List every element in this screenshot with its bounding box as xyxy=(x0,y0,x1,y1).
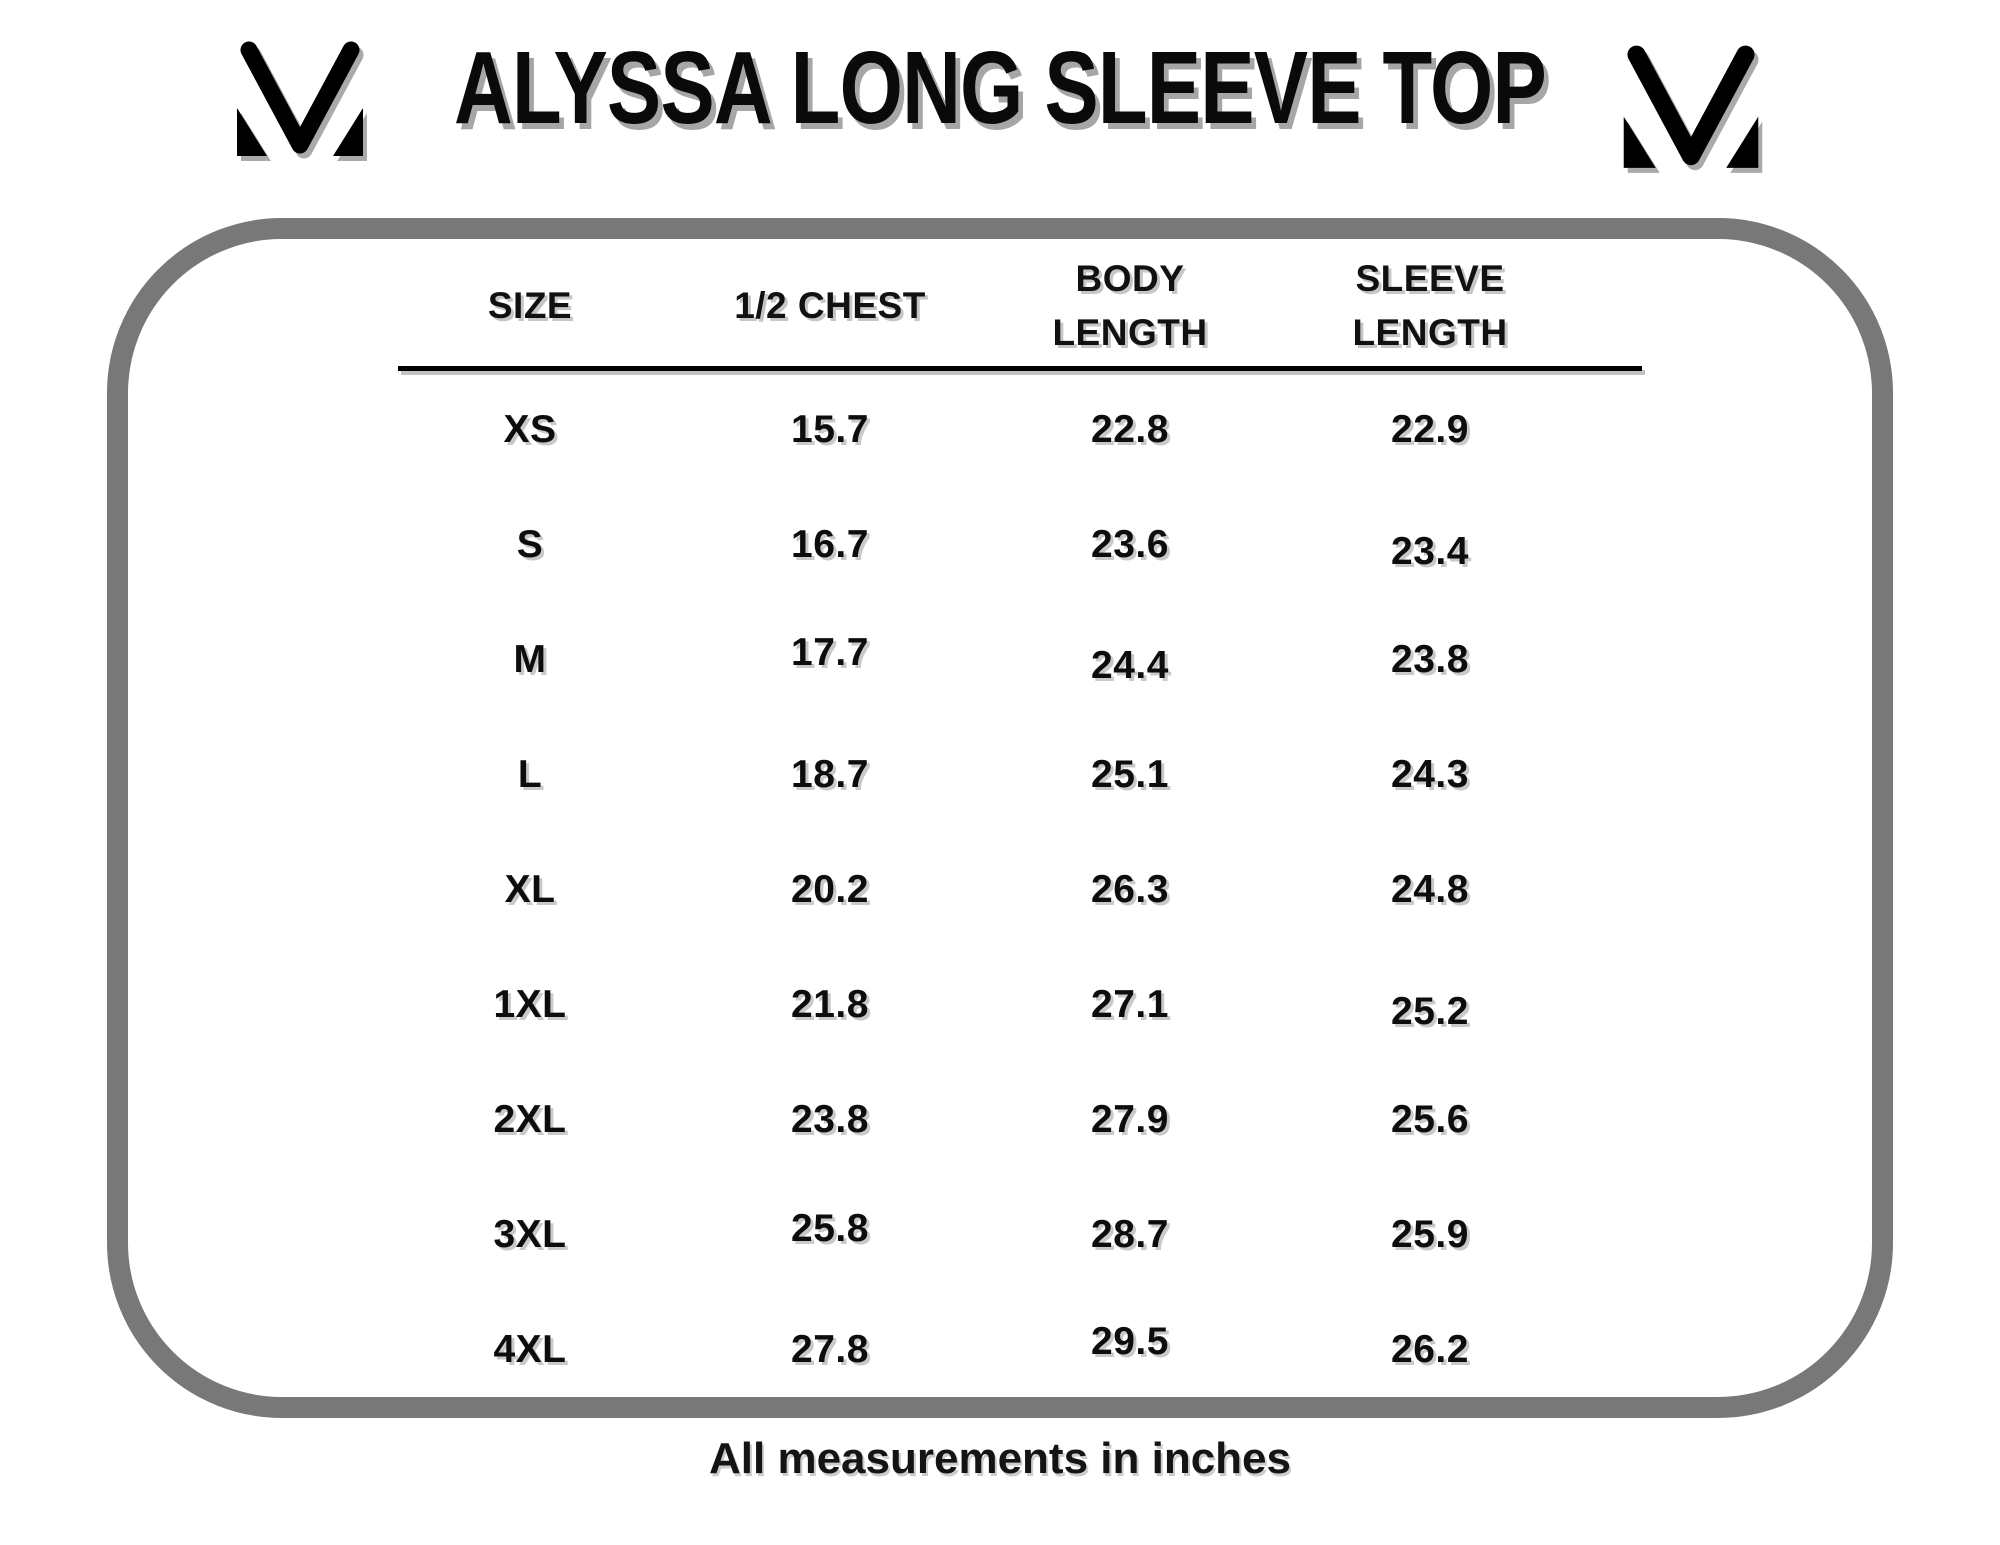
mv-monogram-left-icon xyxy=(237,41,363,156)
size-cell: M xyxy=(513,637,547,681)
size-cell: L xyxy=(517,752,543,796)
table-row: 2XL 23.8 27.9 25.6 xyxy=(380,1062,1580,1177)
sleeve-length-cell: 25.6 xyxy=(1391,1097,1469,1141)
half-chest-cell: 27.8 xyxy=(791,1327,869,1371)
body-length-cell: 22.8 xyxy=(1091,407,1169,451)
body-length-cell: 25.1 xyxy=(1091,752,1169,796)
sleeve-length-cell: 23.4 xyxy=(1391,529,1469,573)
half-chest-cell: 15.7 xyxy=(791,407,869,451)
half-chest-cell: 18.7 xyxy=(791,752,869,796)
size-cell: 1XL xyxy=(493,982,567,1026)
table-row: 3XL 25.8 28.7 25.9 xyxy=(380,1177,1580,1292)
column-header-half-chest: 1/2 CHEST xyxy=(680,279,980,333)
table-row: M 17.7 24.4 23.8 xyxy=(380,602,1580,717)
measurements-note: All measurements in inches xyxy=(709,1434,1291,1483)
half-chest-cell: 20.2 xyxy=(791,867,869,911)
body-length-cell: 27.9 xyxy=(1091,1097,1169,1141)
sleeve-length-cell: 22.9 xyxy=(1391,407,1469,451)
size-cell: XL xyxy=(504,867,556,911)
size-table: SIZE 1/2 CHEST BODY LENGTH SLEEVE LENGTH xyxy=(380,250,1580,362)
size-cell: S xyxy=(516,522,544,566)
table-row: XS 15.7 22.8 22.9 xyxy=(380,372,1580,487)
size-cell: 2XL xyxy=(493,1097,567,1141)
half-chest-cell: 17.7 xyxy=(791,630,869,674)
body-length-cell: 26.3 xyxy=(1091,867,1169,911)
table-row: 4XL 27.8 29.5 26.2 xyxy=(380,1292,1580,1407)
body-length-cell: 27.1 xyxy=(1091,982,1169,1026)
half-chest-cell: 23.8 xyxy=(791,1097,869,1141)
size-cell: 4XL xyxy=(493,1327,567,1371)
column-header-sleeve-length-label: SLEEVE LENGTH xyxy=(1352,258,1508,353)
column-header-half-chest-label: 1/2 CHEST xyxy=(734,285,926,327)
table-body: XS 15.7 22.8 22.9 S 16.7 23.6 23.4 M 17.… xyxy=(380,372,1580,1407)
sleeve-length-cell: 23.8 xyxy=(1391,637,1469,681)
body-length-cell: 29.5 xyxy=(1091,1319,1169,1363)
column-header-body-length-label: BODY LENGTH xyxy=(1052,258,1208,353)
table-row: L 18.7 25.1 24.3 xyxy=(380,717,1580,832)
sleeve-length-cell: 24.3 xyxy=(1391,752,1469,796)
sleeve-length-cell: 26.2 xyxy=(1391,1327,1469,1371)
body-length-cell: 28.7 xyxy=(1091,1212,1169,1256)
half-chest-cell: 25.8 xyxy=(791,1206,869,1250)
chart-frame xyxy=(107,218,1893,1418)
column-header-size-label: SIZE xyxy=(487,285,573,327)
table-header-row: SIZE 1/2 CHEST BODY LENGTH SLEEVE LENGTH xyxy=(380,250,1580,362)
column-header-size: SIZE xyxy=(380,279,680,333)
table-row: XL 20.2 26.3 24.8 xyxy=(380,832,1580,947)
sleeve-length-cell: 24.8 xyxy=(1391,867,1469,911)
table-row: S 16.7 23.6 23.4 xyxy=(380,487,1580,602)
column-header-body-length: BODY LENGTH xyxy=(980,252,1280,359)
column-header-sleeve-length: SLEEVE LENGTH xyxy=(1280,252,1580,359)
table-row: 1XL 21.8 27.1 25.2 xyxy=(380,947,1580,1062)
size-cell: 3XL xyxy=(493,1212,567,1256)
half-chest-cell: 21.8 xyxy=(791,982,869,1026)
mv-monogram-right-icon xyxy=(1623,45,1759,168)
sleeve-length-cell: 25.2 xyxy=(1391,989,1469,1033)
sleeve-length-cell: 25.9 xyxy=(1391,1212,1469,1256)
body-length-cell: 24.4 xyxy=(1091,643,1169,687)
page-title: ALYSSA LONG SLEEVE TOP xyxy=(454,30,1547,145)
header-divider xyxy=(398,366,1642,371)
body-length-cell: 23.6 xyxy=(1091,522,1169,566)
size-cell: XS xyxy=(503,407,557,451)
half-chest-cell: 16.7 xyxy=(791,522,869,566)
